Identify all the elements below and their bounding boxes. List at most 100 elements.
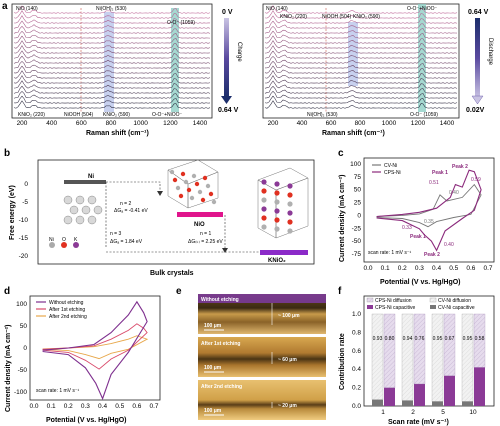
panel-f-legend-swatch-cps-diff [366, 297, 374, 303]
panel-d-scan-note: scan rate: 1 mV s⁻¹ [36, 388, 80, 394]
panel-b-ni-crystal [63, 195, 103, 225]
x-tick-label: 800 [355, 120, 366, 127]
o-atom [202, 175, 208, 181]
panel-a-left-label-knio2-220: KNiO₂ (220) [18, 112, 45, 118]
panel-b-knio2-level [260, 250, 308, 255]
panel-a-right-colorbar-bottom: 0.02V [466, 107, 485, 114]
ni-atom [205, 183, 211, 189]
panel-d-legend-second: After 2nd etching [49, 314, 87, 320]
panel-f-letter: f [338, 286, 342, 297]
panel-d-legend-without: Without etching [49, 300, 84, 306]
ni-atom [87, 215, 97, 225]
raman-spectrum-trace [264, 45, 458, 54]
panel-c-peak2-bot: Peak 2 [424, 252, 440, 258]
x-tick-label: 0.6 [132, 403, 141, 410]
panel-b-ytick: 0 [24, 181, 28, 188]
raman-spectrum-trace [13, 15, 211, 24]
panel-b-ni-label: Ni [88, 174, 94, 180]
panel-e-image-first: After 1st etching 100 μm ~ 60 μm [198, 337, 326, 377]
ni-atom [189, 195, 195, 201]
panel-d-legend-first: After 1st etching [49, 307, 85, 313]
bar-cv-ni-capacitive [462, 401, 473, 406]
panel-a-right-spectra [264, 5, 458, 109]
panel-c-v040-top: 0.40 [449, 190, 459, 196]
ni-atom [274, 199, 280, 205]
panel-f-ylabel: Contribution rate [339, 333, 346, 390]
ni-atom [169, 169, 175, 175]
panel-c-scan-note: scan rate: 1 mV s⁻¹ [368, 250, 412, 256]
panel-c-cv-plot: Current density (mA cm⁻²) 100 75 50 25 0 -25 -… [339, 157, 495, 286]
panel-a-left-colorbar-bar [224, 18, 229, 98]
panel-c-v033: 0.33 [402, 225, 412, 231]
panel-a-right-colorbar-bar [475, 18, 480, 98]
raman-spectrum-trace [264, 85, 458, 94]
panel-a-right-frame [262, 3, 460, 119]
panel-a-left-highlight-590 [104, 12, 114, 112]
micrograph-title-band [198, 294, 326, 303]
x-tick-label: 1 [381, 409, 385, 416]
panel-e-title-0: Without etching [201, 297, 239, 303]
y-tick-label: 1.0 [352, 311, 361, 318]
panel-a-right-highlight-590 [348, 22, 358, 86]
panel-a-right-label-nio: NiO (140) [266, 6, 288, 12]
x-tick-label: 0.1 [381, 265, 390, 272]
raman-spectrum-trace [264, 100, 458, 109]
y-tick-label: 0 [23, 345, 27, 352]
raman-spectrum-trace [264, 20, 458, 29]
x-tick-label: 0.3 [81, 403, 90, 410]
bar-cv-ni-capacitive [432, 401, 443, 406]
bar-cps-ni-capacitive [474, 367, 485, 406]
panel-a-right-label-oo-niooh: O-O⁻+NiOO⁻ [407, 6, 438, 12]
panel-f-yticks: 1.0 0.8 0.6 0.4 0.2 0.0 [352, 311, 361, 410]
raman-spectrum-trace [264, 95, 458, 104]
x-tick-label: 0.0 [363, 265, 372, 272]
raman-spectrum-trace [13, 65, 211, 74]
panel-c-v059: 0.59 [471, 177, 481, 183]
y-tick-label: 75 [354, 174, 362, 181]
o-atom [208, 191, 214, 197]
o-atom [172, 177, 178, 183]
x-tick-label: 1000 [382, 120, 397, 127]
o-atom [261, 188, 267, 194]
panel-f-legend-swatch-cps-cap [367, 305, 373, 309]
x-tick-label: 1400 [440, 120, 455, 127]
raman-spectrum-trace [13, 25, 211, 34]
x-tick-label: 1400 [193, 120, 208, 127]
panel-c-letter: c [338, 148, 344, 159]
panel-a-right-label-knio2-590: KNiO₂ (590) [353, 14, 380, 20]
y-tick-label: 0.8 [352, 329, 361, 336]
o-atom [186, 187, 192, 193]
bar-label-cps: 0.67 [445, 336, 455, 342]
x-tick-label: 0.5 [115, 403, 124, 410]
raman-spectrum-trace [13, 80, 211, 89]
x-tick-label: 1200 [411, 120, 426, 127]
y-tick-label: 100 [350, 161, 361, 168]
x-tick-label: 200 [17, 120, 28, 127]
panel-b-letter: b [4, 148, 10, 159]
x-tick-label: 600 [326, 120, 337, 127]
bar-label-cps: 0.76 [415, 336, 425, 342]
k-atom [287, 210, 293, 216]
y-tick-label: 25 [354, 200, 362, 207]
panel-a-left-label-nio: NiO (140) [16, 6, 38, 12]
panel-c-xticks: 0.0 0.1 0.2 0.3 0.4 0.5 0.6 0.7 [363, 265, 492, 272]
x-tick-label: 10 [469, 409, 477, 416]
panel-a-left-arrow-icon [221, 96, 232, 104]
raman-spectrum-trace [264, 60, 458, 69]
panel-a-left-spectra [13, 5, 211, 109]
panel-d-yticks: 100 50 0 -50 -100 [14, 301, 27, 396]
k-atom [274, 181, 280, 187]
raman-spectrum-trace [264, 50, 458, 59]
panel-c-legend-cv: CV-Ni [384, 163, 397, 169]
panel-c-yticks: 100 75 50 25 0 -25 -50 -75 [350, 161, 361, 258]
panel-b-yticks: 0 -5 -10 -15 -20 [19, 181, 29, 260]
panel-b-ytick: -20 [19, 253, 29, 260]
panel-a-right-colorbar-word: Discharge [487, 38, 493, 66]
panel-e-micrographs: Without etching 100 μm ~ 100 μm After 1s… [198, 294, 326, 420]
panel-c-v040-bot: 0.40 [444, 242, 454, 248]
raman-spectrum-trace [13, 100, 211, 109]
k-atom [287, 183, 293, 189]
panel-b-step3-dg: ΔG₍ₖ₎ = 2.25 eV [188, 239, 223, 245]
bar-cv-ni-diffusion [461, 313, 474, 402]
panel-f-legend-cps-diff: CPS-Ni diffusion [375, 298, 412, 304]
